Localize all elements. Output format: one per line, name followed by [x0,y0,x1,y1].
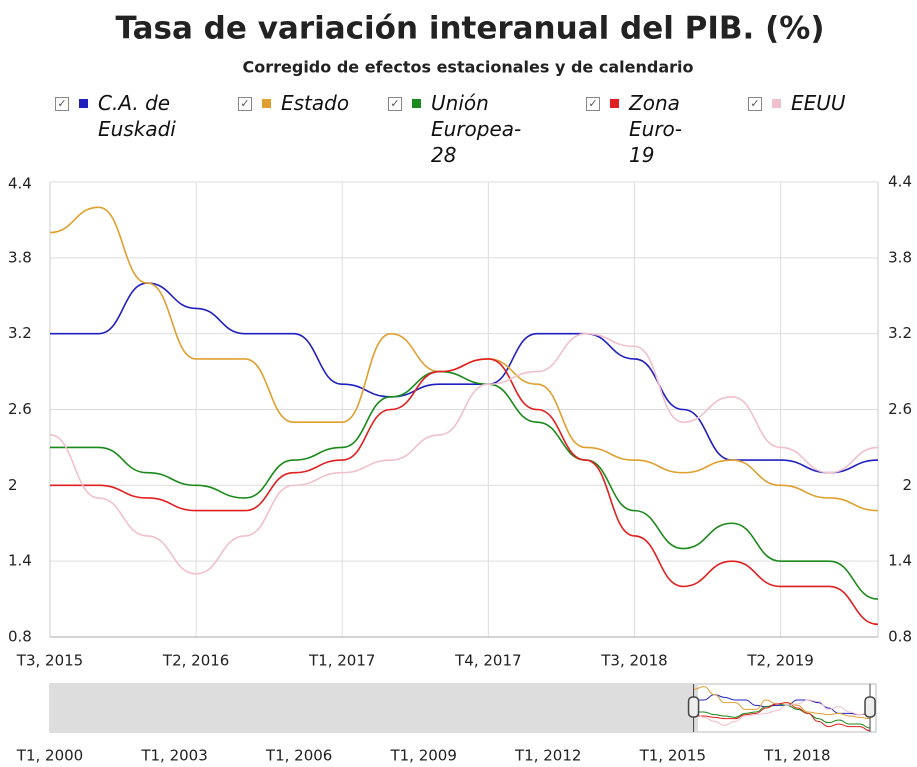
legend-label: Zona Euro-19 [629,91,682,167]
series-line [49,332,879,575]
legend-checkbox[interactable]: ✓ [55,97,69,111]
navigator-label: T1, 2018 [763,747,830,765]
navigator-line [693,699,871,726]
chart-subtitle: Corregido de efectos estacionales y de c… [243,58,694,77]
navigator-label: T1, 2000 [16,747,83,765]
navigator-line [693,702,871,732]
legend-checkbox[interactable]: ✓ [388,97,402,111]
y-tick-label: 2 [8,476,18,494]
legend-item[interactable]: ✓ Unión Europea-28 [388,90,531,168]
x-tick-label: T4, 2017 [454,652,521,670]
navigator-line [693,703,871,729]
series-line [49,358,879,626]
y2-tick-label: 3.8 [888,248,912,266]
y-tick-label: 2.6 [8,400,32,418]
y-tick-label: 0.8 [8,628,32,646]
legend-label: EEUU [791,91,846,115]
legend-swatch [610,99,619,108]
y2-tick-label: 1.4 [888,552,912,570]
legend-item[interactable]: ✓ Estado [238,90,361,116]
legend-label: Unión Europea-28 [431,91,522,167]
legend-swatch [772,99,781,108]
navigator-label: T1, 2015 [639,747,706,765]
navigator-label: T1, 2003 [140,747,207,765]
legend-label: C.A. de Euskadi [98,91,176,141]
y-tick-label: 1.4 [8,552,32,570]
x-tick-label: T2, 2016 [162,652,229,670]
navigator-mask [50,684,698,732]
chart-title: Tasa de variación interanual del PIB. (%… [115,11,824,47]
x-tick-label: T3, 2015 [16,652,83,670]
legend-label: Estado [281,91,350,115]
navigator-label: T1, 2006 [265,747,332,765]
x-tick-label: T1, 2017 [308,652,375,670]
series-line [49,206,879,512]
navigator-handle[interactable] [864,696,876,718]
y2-tick-label: 2.6 [888,400,912,418]
y-tick-label: 3.2 [8,324,32,342]
legend-checkbox[interactable]: ✓ [238,97,252,111]
legend-swatch [262,99,271,108]
x-tick-label: T3, 2018 [600,652,667,670]
legend-item[interactable]: ✓ EEUU [748,90,881,116]
x-tick-label: T2, 2019 [746,652,813,670]
y-tick-label: 3.8 [8,248,32,266]
legend-swatch [79,99,88,108]
legend-item[interactable]: ✓ C.A. de Euskadi [55,90,188,142]
legend-checkbox[interactable]: ✓ [748,97,762,111]
navigator-handle[interactable] [687,696,700,718]
legend-item[interactable]: ✓ Zona Euro-19 [586,90,694,168]
legend-checkbox[interactable]: ✓ [586,97,600,111]
legend-swatch [412,99,421,108]
y2-tick-label: 2 [902,476,912,494]
y2-tick-label: 3.2 [888,324,912,342]
y-tick-label: 4.4 [8,175,32,193]
y2-tick-label: 4.4 [888,173,912,191]
y2-tick-label: 0.8 [888,628,912,646]
navigator-label: T1, 2009 [389,747,456,765]
navigator-label: T1, 2012 [514,747,581,765]
